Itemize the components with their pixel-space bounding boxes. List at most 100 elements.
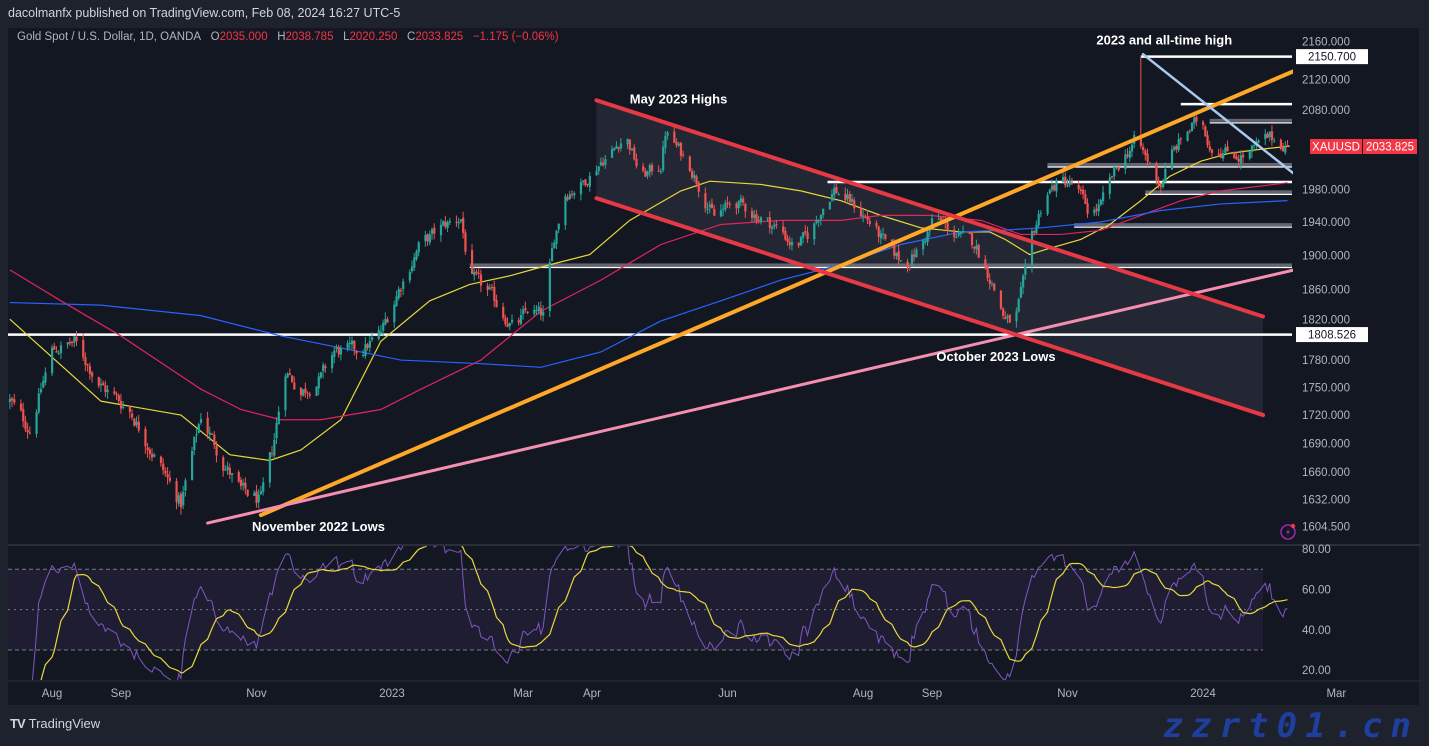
candle (242, 479, 245, 491)
candle-body (86, 364, 89, 366)
candle (719, 204, 723, 218)
candle (984, 254, 987, 270)
candle (962, 225, 965, 235)
candle (195, 428, 198, 443)
candle (213, 431, 216, 449)
candle (1033, 229, 1036, 236)
candle (628, 138, 631, 155)
candle-body (899, 260, 903, 262)
candle-body (548, 262, 551, 311)
candle (850, 193, 854, 205)
candle-body (119, 400, 123, 409)
candle (784, 227, 787, 241)
candle (353, 339, 356, 356)
price-tick-label: 1690.000 (1302, 438, 1350, 450)
candle (1030, 229, 1034, 273)
candle-body (1206, 135, 1209, 146)
candle (508, 322, 511, 331)
candle-body (1086, 203, 1089, 214)
candle-body (122, 406, 125, 408)
candle (613, 147, 616, 151)
candle (22, 402, 25, 428)
price-axis[interactable]: 2160.000 2120.000 2080.000 1980.000 1940.000… (1296, 37, 1368, 534)
candle (1142, 143, 1145, 155)
candle-body (28, 432, 32, 434)
candle (228, 463, 231, 479)
candle (584, 178, 587, 187)
level-price-box (1296, 49, 1368, 65)
candle (922, 238, 925, 256)
candle-body (510, 319, 514, 323)
candle-body (439, 224, 443, 236)
candle (599, 157, 603, 167)
candle (579, 178, 583, 201)
candle (159, 455, 163, 467)
rsi-axis[interactable]: 80.00 60.00 40.00 20.00 (1302, 544, 1331, 677)
candle-body (1210, 149, 1214, 153)
candle (617, 146, 620, 153)
candle-body (775, 224, 778, 226)
candle-body (322, 364, 325, 372)
time-tick-label: Sep (111, 688, 131, 700)
candle (766, 217, 769, 222)
price-pane[interactable] (1, 42, 1361, 525)
lightning-icon[interactable] (1280, 523, 1296, 540)
candle (384, 312, 387, 326)
candle-body (537, 306, 540, 312)
candle (1177, 133, 1180, 153)
rsi-pane[interactable] (8, 530, 1288, 710)
time-axis[interactable]: Aug Sep Nov 2023 Mar Apr Jun Aug Sep Nov 2024 Mar (42, 688, 1347, 700)
candle (728, 201, 731, 209)
candle (364, 337, 367, 359)
candle (1093, 206, 1096, 217)
tradingview-brand[interactable]: TV TradingView (10, 716, 100, 731)
candle-body (504, 317, 507, 325)
candle-body (268, 452, 271, 483)
candle (495, 294, 498, 308)
candle-body (355, 350, 358, 354)
candle-body (1006, 315, 1009, 318)
candle (1157, 176, 1160, 189)
candle-body (817, 220, 820, 222)
candle (459, 219, 463, 224)
tradingview-logo-icon: TV (10, 716, 26, 731)
candle-body (35, 412, 38, 434)
candle (1155, 161, 1158, 185)
candle-body (131, 413, 134, 418)
candle-body (57, 352, 60, 354)
candle-body (802, 232, 805, 238)
candle (1253, 143, 1256, 149)
candle (253, 490, 256, 496)
candle (542, 305, 545, 322)
candle (306, 391, 309, 399)
candle (708, 200, 711, 214)
candle-body (597, 166, 600, 171)
candle-body (193, 436, 196, 451)
candle (924, 237, 927, 245)
candle-body (542, 311, 545, 316)
candle (644, 167, 647, 178)
candle (517, 317, 520, 326)
candle (799, 235, 803, 246)
candle (550, 242, 554, 262)
candle-body (1226, 146, 1229, 152)
candle-body (191, 451, 194, 480)
candle (797, 242, 800, 249)
candle (742, 195, 745, 206)
candle (1068, 175, 1071, 188)
candle-body (84, 357, 87, 365)
candle-body (522, 309, 525, 315)
price-tick-label: 1780.000 (1302, 355, 1350, 367)
candle (975, 239, 978, 255)
candle-body (288, 373, 291, 375)
candle-body (42, 380, 45, 388)
candle-body (319, 372, 323, 378)
time-tick-label: Sep (922, 688, 942, 700)
candle-body (1070, 182, 1074, 184)
candle (986, 265, 989, 282)
candle (806, 226, 809, 243)
candle (662, 140, 665, 173)
candle (642, 162, 645, 173)
candle-body (924, 240, 927, 242)
